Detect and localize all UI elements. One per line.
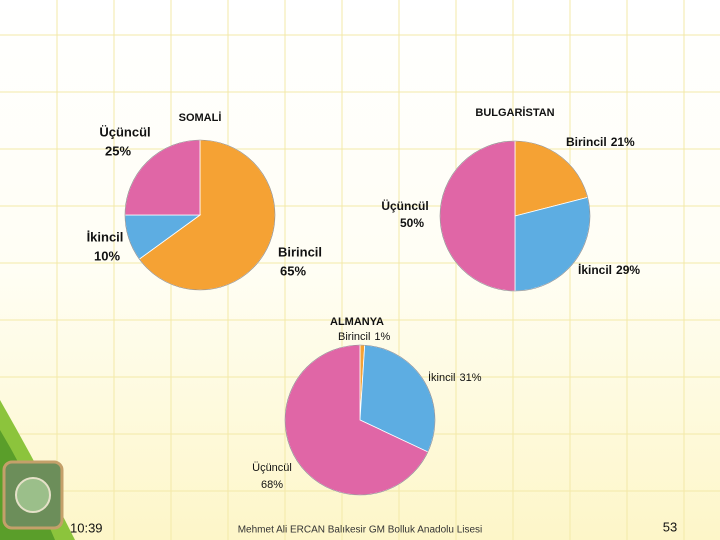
pie-outline <box>284 344 436 496</box>
footer-time: 10:39 <box>70 520 103 535</box>
pie-chart: ALMANYA Birincil 1% İkincil 31% Üçüncül 68% <box>252 316 482 496</box>
slice-label: Birincil 1% <box>338 331 391 343</box>
slice-value-label: 25% <box>105 143 131 158</box>
slice-category: İkincil <box>428 371 456 384</box>
slice-label: İkincil 29% <box>578 262 640 277</box>
slice-category: Üçüncül <box>99 124 150 139</box>
slice-label: Birincil 21% <box>566 135 635 149</box>
slice-value-label: 29% <box>616 263 640 277</box>
slice-value-label: 1% <box>374 331 390 343</box>
slice-value-label: 65% <box>280 263 306 278</box>
chart-title: ALMANYA <box>330 316 384 328</box>
chart-title: BULGARİSTAN <box>475 106 554 119</box>
pie-chart: BULGARİSTAN Birincil 21% İkincil 29% Üçüncül 5… <box>381 106 640 292</box>
footer-page: 53 <box>663 519 677 534</box>
slice-category: Birincil <box>278 244 322 259</box>
slice-value-label: 10% <box>94 248 120 263</box>
slice-value-label: 50% <box>400 216 424 230</box>
pie-outline <box>439 140 591 292</box>
slice-value-label: 21% <box>611 135 635 149</box>
slice-category: Birincil <box>566 135 607 149</box>
slice-value-label: 68% <box>261 479 283 491</box>
slice-category: Üçüncül <box>252 462 292 474</box>
chart-title: SOMALİ <box>179 111 222 124</box>
slice-category: Birincil <box>338 331 370 343</box>
pie-chart: SOMALİ Birincil 65% İkincil 10% Üçüncül 25% <box>87 111 322 291</box>
slice-category: İkincil <box>87 229 124 244</box>
pie-outline <box>124 139 276 291</box>
slice-label: İkincil 31% <box>428 371 482 384</box>
logo-emblem <box>15 477 51 513</box>
slice-value-label: 31% <box>460 372 482 384</box>
footer-author: Mehmet Ali ERCAN Balıkesir GM Bolluk Ana… <box>238 525 483 536</box>
slice-category: İkincil <box>578 262 612 277</box>
charts: SOMALİ Birincil 65% İkincil 10% Üçüncül 25% BUL… <box>87 106 640 496</box>
slice-category: Üçüncül <box>381 198 428 213</box>
